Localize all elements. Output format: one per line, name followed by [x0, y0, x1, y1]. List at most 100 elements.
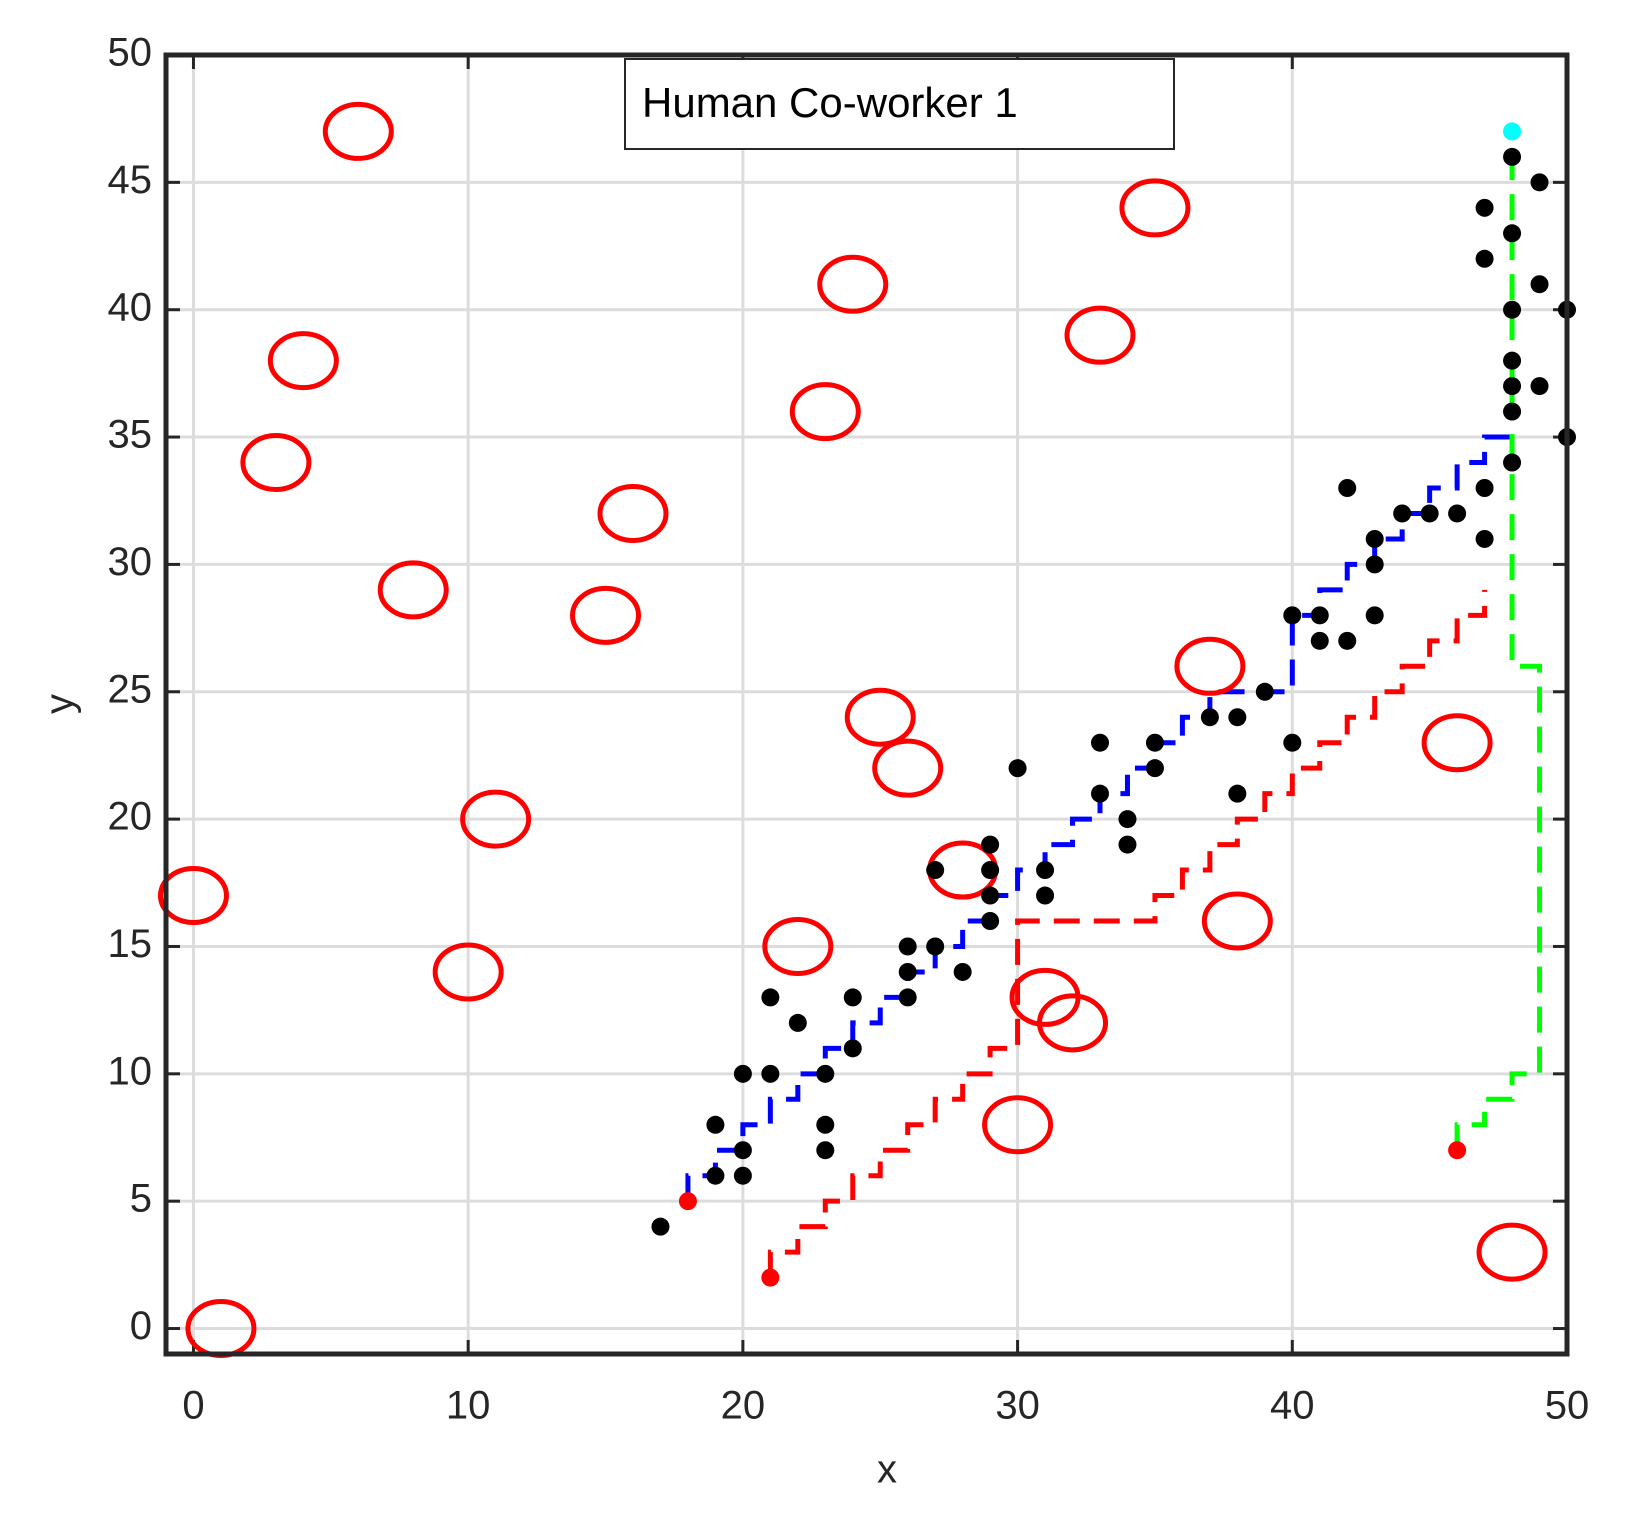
x-tick-label: 30 — [995, 1384, 1040, 1428]
point — [1365, 529, 1384, 548]
point — [1036, 886, 1055, 905]
point — [1475, 529, 1494, 548]
point — [816, 1064, 835, 1083]
point — [1118, 810, 1137, 829]
obstacle — [432, 942, 504, 1002]
path-line — [1454, 131, 1543, 1151]
y-axis-label: y — [38, 694, 82, 714]
obstacle — [1119, 178, 1191, 238]
point — [788, 1013, 807, 1032]
point — [706, 1166, 725, 1185]
point — [1420, 504, 1439, 523]
obstacle — [267, 331, 339, 391]
point — [816, 1141, 835, 1160]
point — [733, 1141, 752, 1160]
endpoint — [1448, 1141, 1467, 1160]
point — [926, 937, 945, 956]
obstacle — [570, 585, 642, 645]
y-tick-label: 0 — [130, 1304, 152, 1348]
point — [1091, 733, 1109, 752]
annotation-box — [624, 58, 1175, 150]
x-tick-label: 10 — [446, 1384, 491, 1428]
point — [1393, 504, 1412, 523]
x-tick-label: 0 — [182, 1384, 204, 1428]
point — [1228, 708, 1247, 727]
endpoint — [1503, 122, 1522, 141]
point — [1283, 606, 1302, 625]
point — [1091, 784, 1109, 803]
obstacle — [872, 738, 944, 798]
point — [1145, 733, 1164, 752]
point — [981, 912, 1000, 930]
obstacle — [762, 916, 834, 976]
endpoint — [761, 1268, 780, 1287]
point — [761, 988, 780, 1007]
point — [733, 1064, 752, 1083]
point — [1475, 249, 1494, 268]
point — [706, 1115, 725, 1134]
point — [1475, 479, 1494, 497]
y-tick-label: 50 — [108, 31, 153, 75]
obstacle — [1037, 993, 1109, 1053]
annotation: Human Co-worker 1 — [642, 79, 1018, 126]
obstacle — [240, 433, 312, 493]
y-tick-label: 35 — [108, 413, 153, 457]
point — [1530, 377, 1549, 396]
x-tick-label: 50 — [1545, 1384, 1590, 1428]
y-tick-label: 15 — [108, 922, 153, 966]
point — [816, 1115, 835, 1134]
point — [1365, 555, 1384, 574]
point — [1448, 504, 1467, 523]
point — [1200, 708, 1219, 727]
x-tick-label: 20 — [721, 1384, 766, 1428]
obstacle — [1421, 713, 1493, 773]
obstacle — [157, 866, 229, 926]
point — [1365, 606, 1384, 625]
point — [1310, 606, 1329, 625]
obstacle — [982, 1095, 1054, 1155]
endpoint — [678, 1192, 697, 1211]
point — [1503, 402, 1522, 421]
point — [1008, 759, 1027, 778]
point — [1475, 198, 1494, 217]
point — [1503, 147, 1522, 166]
point — [1338, 479, 1357, 497]
obstacle — [1064, 305, 1136, 365]
point — [1036, 861, 1055, 880]
point — [953, 962, 972, 981]
y-tick-label: 20 — [108, 795, 153, 839]
y-tick-label: 40 — [108, 285, 153, 329]
point — [843, 1039, 862, 1058]
point — [981, 886, 1000, 905]
point — [1310, 631, 1329, 650]
point — [981, 835, 1000, 854]
obstacle — [1476, 1222, 1548, 1282]
point — [1503, 224, 1522, 243]
y-tick-label: 5 — [130, 1177, 152, 1221]
obstacle — [1174, 636, 1246, 696]
obstacle — [322, 101, 394, 161]
x-axis-label: x — [877, 1448, 897, 1492]
obstacle — [377, 560, 449, 620]
obstacle — [597, 483, 669, 543]
point — [1530, 275, 1549, 294]
point — [981, 861, 1000, 880]
point — [1503, 377, 1522, 396]
point — [1145, 759, 1164, 778]
obstacle — [1201, 891, 1273, 951]
plot-frame — [163, 52, 1570, 1357]
point — [898, 962, 917, 981]
y-tick-label: 30 — [108, 540, 153, 584]
point — [1228, 784, 1247, 803]
point — [898, 937, 917, 956]
point — [1503, 351, 1522, 370]
point — [733, 1166, 752, 1185]
point — [1118, 835, 1137, 854]
path-line — [767, 589, 1488, 1278]
y-tick-label: 45 — [108, 158, 153, 202]
point — [926, 861, 945, 880]
point — [1503, 453, 1522, 472]
point — [1338, 631, 1357, 650]
point — [651, 1217, 670, 1236]
